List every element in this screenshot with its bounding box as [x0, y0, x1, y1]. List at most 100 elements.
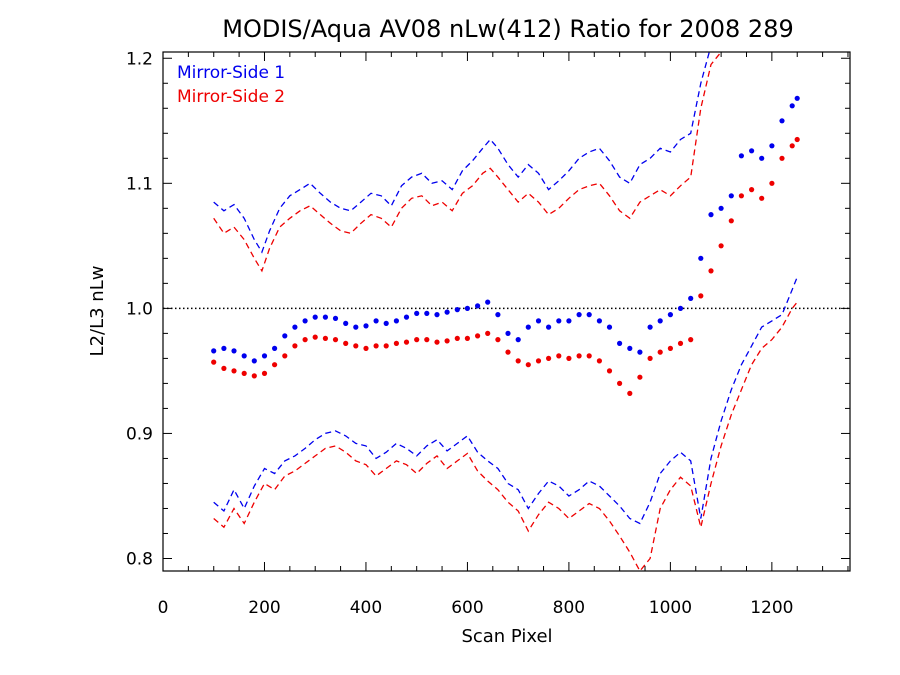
data-point: [403, 314, 410, 320]
x-tick-label: 800: [553, 598, 585, 618]
data-point: [556, 353, 562, 359]
data-point: [738, 193, 745, 199]
data-point: [708, 268, 714, 274]
series-line-5: [213, 301, 798, 571]
data-point: [515, 358, 521, 364]
data-point: [779, 118, 785, 124]
x-tick-label: 400: [350, 598, 382, 618]
data-point: [353, 324, 359, 330]
data-point: [231, 348, 237, 354]
data-point: [363, 345, 369, 351]
data-point: [231, 368, 237, 374]
data-point: [464, 335, 470, 341]
data-point: [292, 324, 298, 330]
data-point: [789, 103, 795, 109]
data-point: [363, 323, 369, 329]
data-point: [302, 318, 308, 324]
data-point: [322, 314, 328, 320]
data-point: [576, 312, 582, 318]
data-point: [505, 349, 511, 355]
data-point: [383, 343, 389, 349]
data-point: [251, 373, 257, 379]
data-point: [596, 358, 603, 364]
data-point: [749, 187, 755, 193]
data-point: [525, 324, 531, 330]
series-line-4: [213, 52, 723, 273]
data-point: [749, 148, 755, 154]
data-point: [759, 195, 765, 201]
data-point: [424, 310, 430, 316]
data-point: [444, 309, 450, 315]
data-point: [637, 374, 643, 380]
y-axis: 0.8 0.9 1.0 1.1 1.2: [126, 49, 850, 569]
data-point: [434, 312, 440, 318]
series-line-3: [213, 276, 798, 525]
data-point: [332, 337, 339, 343]
data-point: [627, 390, 633, 396]
data-point: [698, 255, 704, 261]
data-point: [282, 353, 288, 359]
data-point: [485, 299, 491, 305]
data-point: [647, 324, 653, 330]
data-point: [794, 136, 800, 143]
data-point: [414, 337, 420, 343]
data-point: [241, 370, 247, 376]
data-point: [606, 368, 613, 374]
data-point: [373, 318, 379, 324]
data-point: [657, 318, 663, 324]
data-point: [718, 205, 724, 211]
data-point: [302, 337, 308, 343]
data-point: [535, 318, 542, 324]
x-axis-label: Scan Pixel: [461, 626, 552, 647]
chart-title: MODIS/Aqua AV08 nLw(412) Ratio for 2008 …: [222, 15, 794, 43]
data-point: [515, 337, 521, 343]
data-point: [728, 218, 734, 224]
y-tick-label: 1.2: [126, 49, 153, 69]
data-point: [454, 307, 460, 313]
data-point: [312, 314, 318, 320]
data-point: [596, 318, 603, 324]
data-point: [677, 305, 684, 311]
data-point: [261, 353, 268, 359]
data-point: [424, 337, 430, 343]
legend-ms1: Mirror-Side 1: [177, 63, 285, 83]
data-point: [546, 324, 552, 330]
data-point: [759, 155, 765, 161]
data-point: [667, 312, 674, 318]
data-point: [403, 339, 410, 345]
data-point: [282, 333, 288, 339]
data-point: [332, 315, 339, 321]
data-point: [617, 340, 623, 346]
data-point: [353, 343, 359, 349]
data-point: [738, 153, 745, 159]
data-point: [769, 143, 775, 149]
data-point: [546, 355, 552, 361]
data-point: [211, 359, 217, 365]
data-point: [576, 353, 582, 359]
x-axis: 0 200 400 600 800 1000 1200: [158, 52, 849, 618]
legend-ms2: Mirror-Side 2: [177, 87, 285, 107]
series-points-1: [211, 136, 800, 396]
data-point: [251, 358, 257, 364]
data-point: [393, 318, 399, 324]
data-point: [383, 320, 389, 326]
data-point: [495, 312, 501, 318]
data-point: [728, 193, 734, 199]
data-point: [393, 340, 399, 346]
data-point: [475, 333, 481, 339]
data-point: [586, 353, 592, 359]
data-point: [779, 155, 785, 161]
legend: Mirror-Side 1 Mirror-Side 2: [177, 63, 285, 107]
data-point: [454, 335, 460, 341]
data-point: [627, 345, 633, 351]
data-point: [525, 362, 531, 368]
data-point: [535, 358, 542, 364]
data-point: [475, 303, 481, 309]
data-point: [566, 318, 572, 324]
data-point: [505, 330, 511, 336]
x-tick-label: 0: [158, 598, 169, 618]
data-point: [688, 295, 694, 301]
data-point: [556, 318, 562, 324]
